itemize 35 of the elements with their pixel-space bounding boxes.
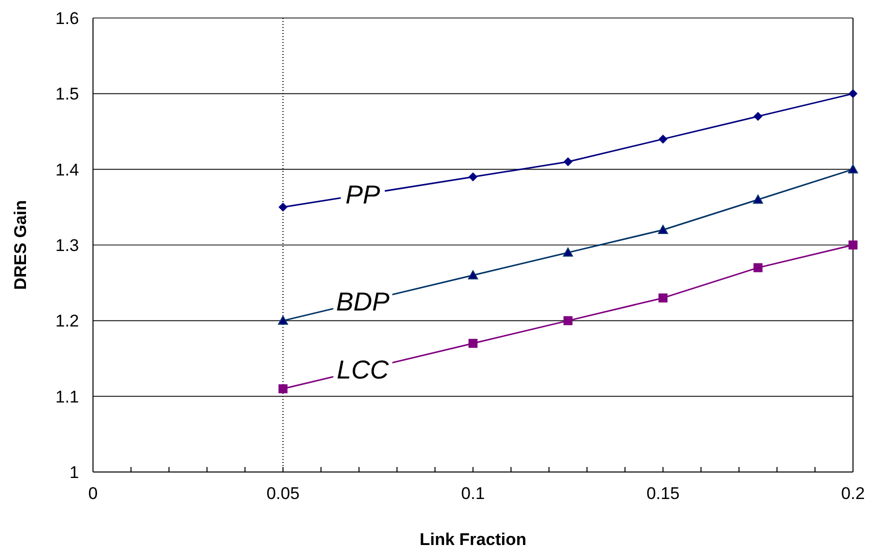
point <box>468 338 478 348</box>
x-tick-label: 0.15 <box>646 484 680 503</box>
y-tick-label: 1.2 <box>55 312 79 331</box>
point <box>278 316 288 325</box>
point <box>754 263 762 272</box>
y-tick-label: 1.4 <box>55 160 79 180</box>
series-label: LCC <box>336 354 390 385</box>
x-tick-label: 0.2 <box>841 484 865 503</box>
point <box>564 316 572 326</box>
y-tick-label: 1.5 <box>55 84 79 104</box>
series-label: PP <box>345 179 381 210</box>
y-tick-label: 1.6 <box>55 9 79 28</box>
point <box>753 194 763 204</box>
point <box>278 202 288 212</box>
point <box>848 89 858 98</box>
point <box>658 224 668 234</box>
x-tick-label: 0.1 <box>461 484 485 503</box>
y-tick-label: 1 <box>70 463 79 482</box>
point <box>848 240 858 250</box>
point <box>563 248 573 257</box>
point <box>468 270 478 280</box>
y-tick-label: 1.3 <box>55 236 79 255</box>
x-tick-label: 0 <box>88 484 98 503</box>
x-tick-label: 0.05 <box>266 484 300 503</box>
point <box>754 112 762 121</box>
point <box>564 157 572 166</box>
y-tick-label: 1.1 <box>55 387 79 406</box>
point <box>658 134 668 144</box>
point <box>848 164 858 174</box>
point <box>278 384 288 394</box>
point <box>658 293 668 302</box>
y-axis-title: DRES Gain <box>11 200 30 290</box>
x-axis-title: Link Fraction <box>420 530 526 549</box>
point <box>468 172 478 182</box>
series-label: BDP <box>336 286 390 317</box>
